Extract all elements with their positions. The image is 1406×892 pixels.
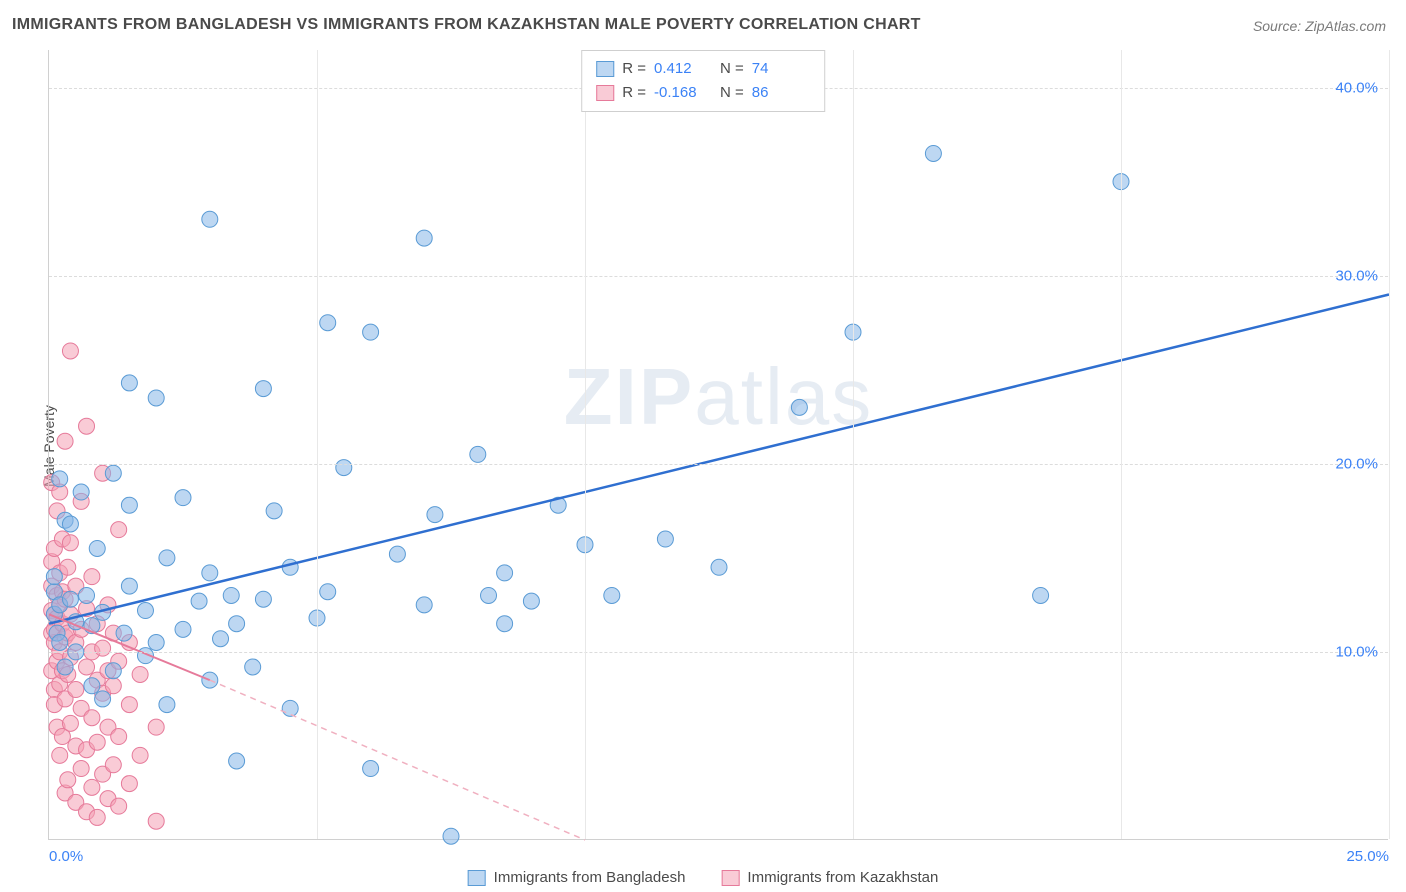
y-tick-label: 40.0% <box>1335 79 1378 96</box>
y-tick-label: 30.0% <box>1335 267 1378 284</box>
legend-item-kazakhstan: Immigrants from Kazakhstan <box>721 869 938 886</box>
plot-area: ZIPatlas 10.0%20.0%30.0%40.0%0.0%25.0% <box>48 50 1388 840</box>
y-tick-label: 20.0% <box>1335 455 1378 472</box>
swatch-pink-icon <box>721 870 739 886</box>
n-value-bangladesh: 74 <box>752 57 810 81</box>
x-tick-label: 25.0% <box>1346 848 1389 865</box>
n-label: N = <box>720 57 744 81</box>
r-label: R = <box>622 81 646 105</box>
r-value-bangladesh: 0.412 <box>654 57 712 81</box>
r-label: R = <box>622 57 646 81</box>
swatch-pink-icon <box>596 85 614 101</box>
swatch-blue-icon <box>596 61 614 77</box>
plot-svg <box>49 50 1388 839</box>
x-tick-label: 0.0% <box>49 848 83 865</box>
legend-row-kazakhstan: R = -0.168 N = 86 <box>596 81 810 105</box>
y-tick-label: 10.0% <box>1335 643 1378 660</box>
n-value-kazakhstan: 86 <box>752 81 810 105</box>
n-label: N = <box>720 81 744 105</box>
legend-series: Immigrants from Bangladesh Immigrants fr… <box>468 869 939 886</box>
swatch-blue-icon <box>468 870 486 886</box>
chart-title: IMMIGRANTS FROM BANGLADESH VS IMMIGRANTS… <box>12 16 921 34</box>
legend-row-bangladesh: R = 0.412 N = 74 <box>596 57 810 81</box>
source-text: Source: ZipAtlas.com <box>1253 18 1386 34</box>
series-label-bangladesh: Immigrants from Bangladesh <box>494 869 686 886</box>
series-label-kazakhstan: Immigrants from Kazakhstan <box>747 869 938 886</box>
legend-correlation: R = 0.412 N = 74 R = -0.168 N = 86 <box>581 50 825 112</box>
legend-item-bangladesh: Immigrants from Bangladesh <box>468 869 686 886</box>
r-value-kazakhstan: -0.168 <box>654 81 712 105</box>
